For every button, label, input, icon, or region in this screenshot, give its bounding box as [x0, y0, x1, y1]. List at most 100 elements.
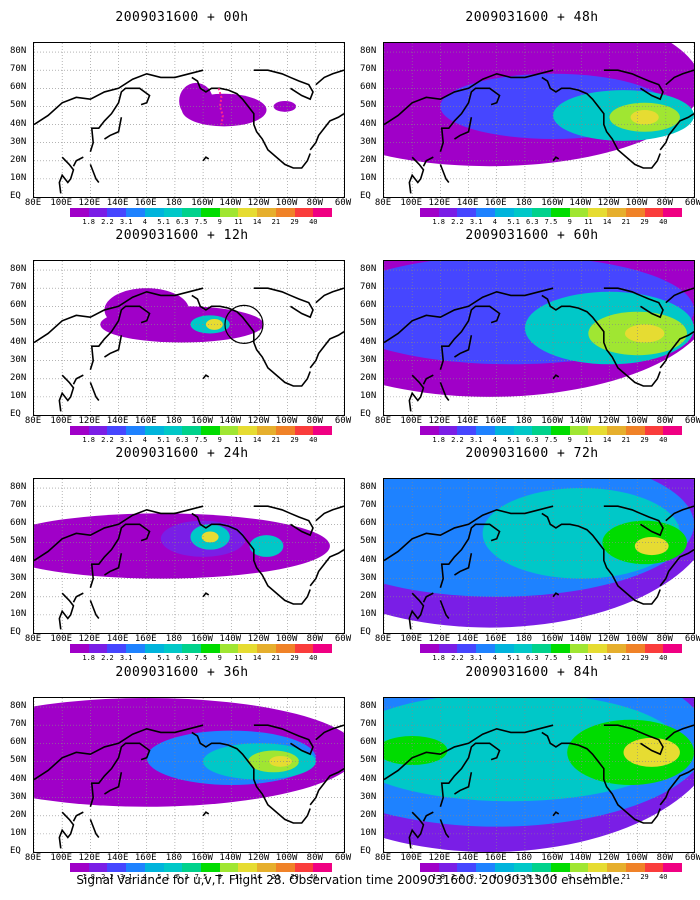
lon-label: 80W — [656, 416, 673, 426]
lon-label: 140E — [106, 198, 129, 208]
variance-map — [383, 697, 695, 853]
lon-label: 80W — [656, 853, 673, 863]
colorbar-swatch — [163, 426, 183, 435]
colorbar-swatch — [476, 208, 495, 217]
coastline — [104, 553, 123, 576]
colorbar-swatch — [294, 208, 314, 217]
colorbar-label: 14 — [602, 873, 612, 881]
lon-label: 60W — [334, 416, 352, 426]
lon-label: 160E — [134, 198, 157, 208]
colorbar-swatch — [420, 208, 439, 217]
panel-title: 2009031600 + 48h — [465, 10, 599, 25]
colorbar-label: 3.1 — [119, 654, 133, 662]
lon-label: 120W — [597, 853, 620, 863]
colorbar-label: 14 — [252, 654, 262, 662]
coastline — [89, 600, 100, 619]
colorbar-label: 40 — [309, 654, 318, 662]
colorbar-swatch — [457, 863, 477, 872]
coastline — [552, 811, 560, 817]
coastline — [384, 505, 554, 562]
lon-label: 160E — [134, 416, 157, 426]
lon-label: 80E — [24, 634, 42, 644]
lat-label: 40N — [360, 336, 377, 347]
coastline — [603, 287, 664, 319]
panel-title: 2009031600 + 60h — [465, 228, 599, 243]
colorbar-label: 14 — [252, 436, 262, 444]
coastline — [408, 811, 425, 849]
lon-label: 120W — [247, 416, 270, 426]
lat-label: EQ — [10, 846, 21, 856]
colorbar-label: 2.2 — [101, 654, 114, 662]
variance-map — [33, 260, 345, 416]
lat-label: 60N — [360, 737, 377, 748]
lon-label: 160E — [134, 634, 157, 644]
colorbar — [420, 426, 683, 435]
lat-label: EQ — [360, 191, 371, 201]
colorbar-label: 2.2 — [451, 654, 464, 662]
colorbar-label: 4 — [142, 218, 147, 226]
colorbar-swatch — [70, 863, 89, 872]
lat-label: 60N — [10, 518, 27, 529]
lon-label: 100W — [275, 634, 298, 644]
lat-label: 60N — [10, 300, 27, 311]
lat-label: 30N — [10, 572, 27, 583]
lat-label: 70N — [360, 719, 377, 730]
colorbar-swatch — [126, 863, 145, 872]
colorbar-swatch — [551, 644, 570, 653]
lon-label: 80E — [24, 198, 42, 208]
colorbar-label: 3.1 — [119, 873, 133, 881]
coastline — [58, 811, 75, 849]
colorbar-label: 7.5 — [194, 873, 208, 881]
coastline — [439, 87, 501, 152]
colorbar-swatch — [88, 863, 108, 872]
coastline — [422, 374, 434, 385]
lon-label: 160E — [134, 853, 157, 863]
lat-label: EQ — [360, 409, 371, 419]
lon-label: 100E — [400, 853, 423, 863]
colorbar-swatch — [663, 863, 683, 872]
lon-label: 100W — [625, 634, 648, 644]
colorbar-swatch — [257, 426, 276, 435]
panel-title: 2009031600 + 00h — [115, 10, 249, 25]
coastline — [191, 512, 311, 605]
colorbar-swatch — [551, 426, 570, 435]
lat-label: 40N — [360, 554, 377, 565]
coastline — [408, 156, 425, 194]
colorbar-label: 29 — [640, 654, 649, 662]
coastline — [422, 592, 434, 603]
colorbar-label: 1.8 — [82, 873, 96, 881]
target-circle — [224, 304, 264, 345]
lon-label: 100W — [625, 416, 648, 426]
lon-label: 140W — [569, 198, 592, 208]
colorbar-swatch — [420, 863, 439, 872]
colorbar-swatch — [70, 644, 89, 653]
colorbar-label: 3.1 — [469, 218, 483, 226]
lat-label: 20N — [10, 809, 27, 820]
coastline — [202, 374, 210, 380]
lon-label: 120E — [428, 634, 451, 644]
colorbar-label: 14 — [252, 218, 262, 226]
lon-label: 80W — [656, 634, 673, 644]
lon-label: 60W — [334, 198, 352, 208]
lat-label: 80N — [10, 482, 27, 493]
colorbar-swatch — [257, 208, 276, 217]
lon-label: 180 — [515, 198, 533, 208]
lon-label: 80E — [374, 634, 392, 644]
colorbar-swatch — [107, 644, 127, 653]
lat-label: 50N — [360, 100, 377, 111]
colorbar-swatch — [663, 426, 683, 435]
colorbar-swatch — [438, 644, 458, 653]
lon-label: 100E — [50, 416, 73, 426]
lat-label: 70N — [360, 500, 377, 511]
colorbar-label: 4 — [492, 436, 497, 444]
colorbar — [70, 863, 333, 872]
coastline — [253, 724, 314, 756]
lon-label: 100E — [50, 634, 73, 644]
coastline — [541, 76, 661, 169]
coastline — [552, 374, 560, 380]
coastline — [89, 382, 100, 401]
lon-label: 180 — [165, 853, 183, 863]
lat-label: 60N — [10, 82, 27, 93]
lat-label: EQ — [10, 191, 21, 201]
colorbar-swatch — [625, 208, 645, 217]
